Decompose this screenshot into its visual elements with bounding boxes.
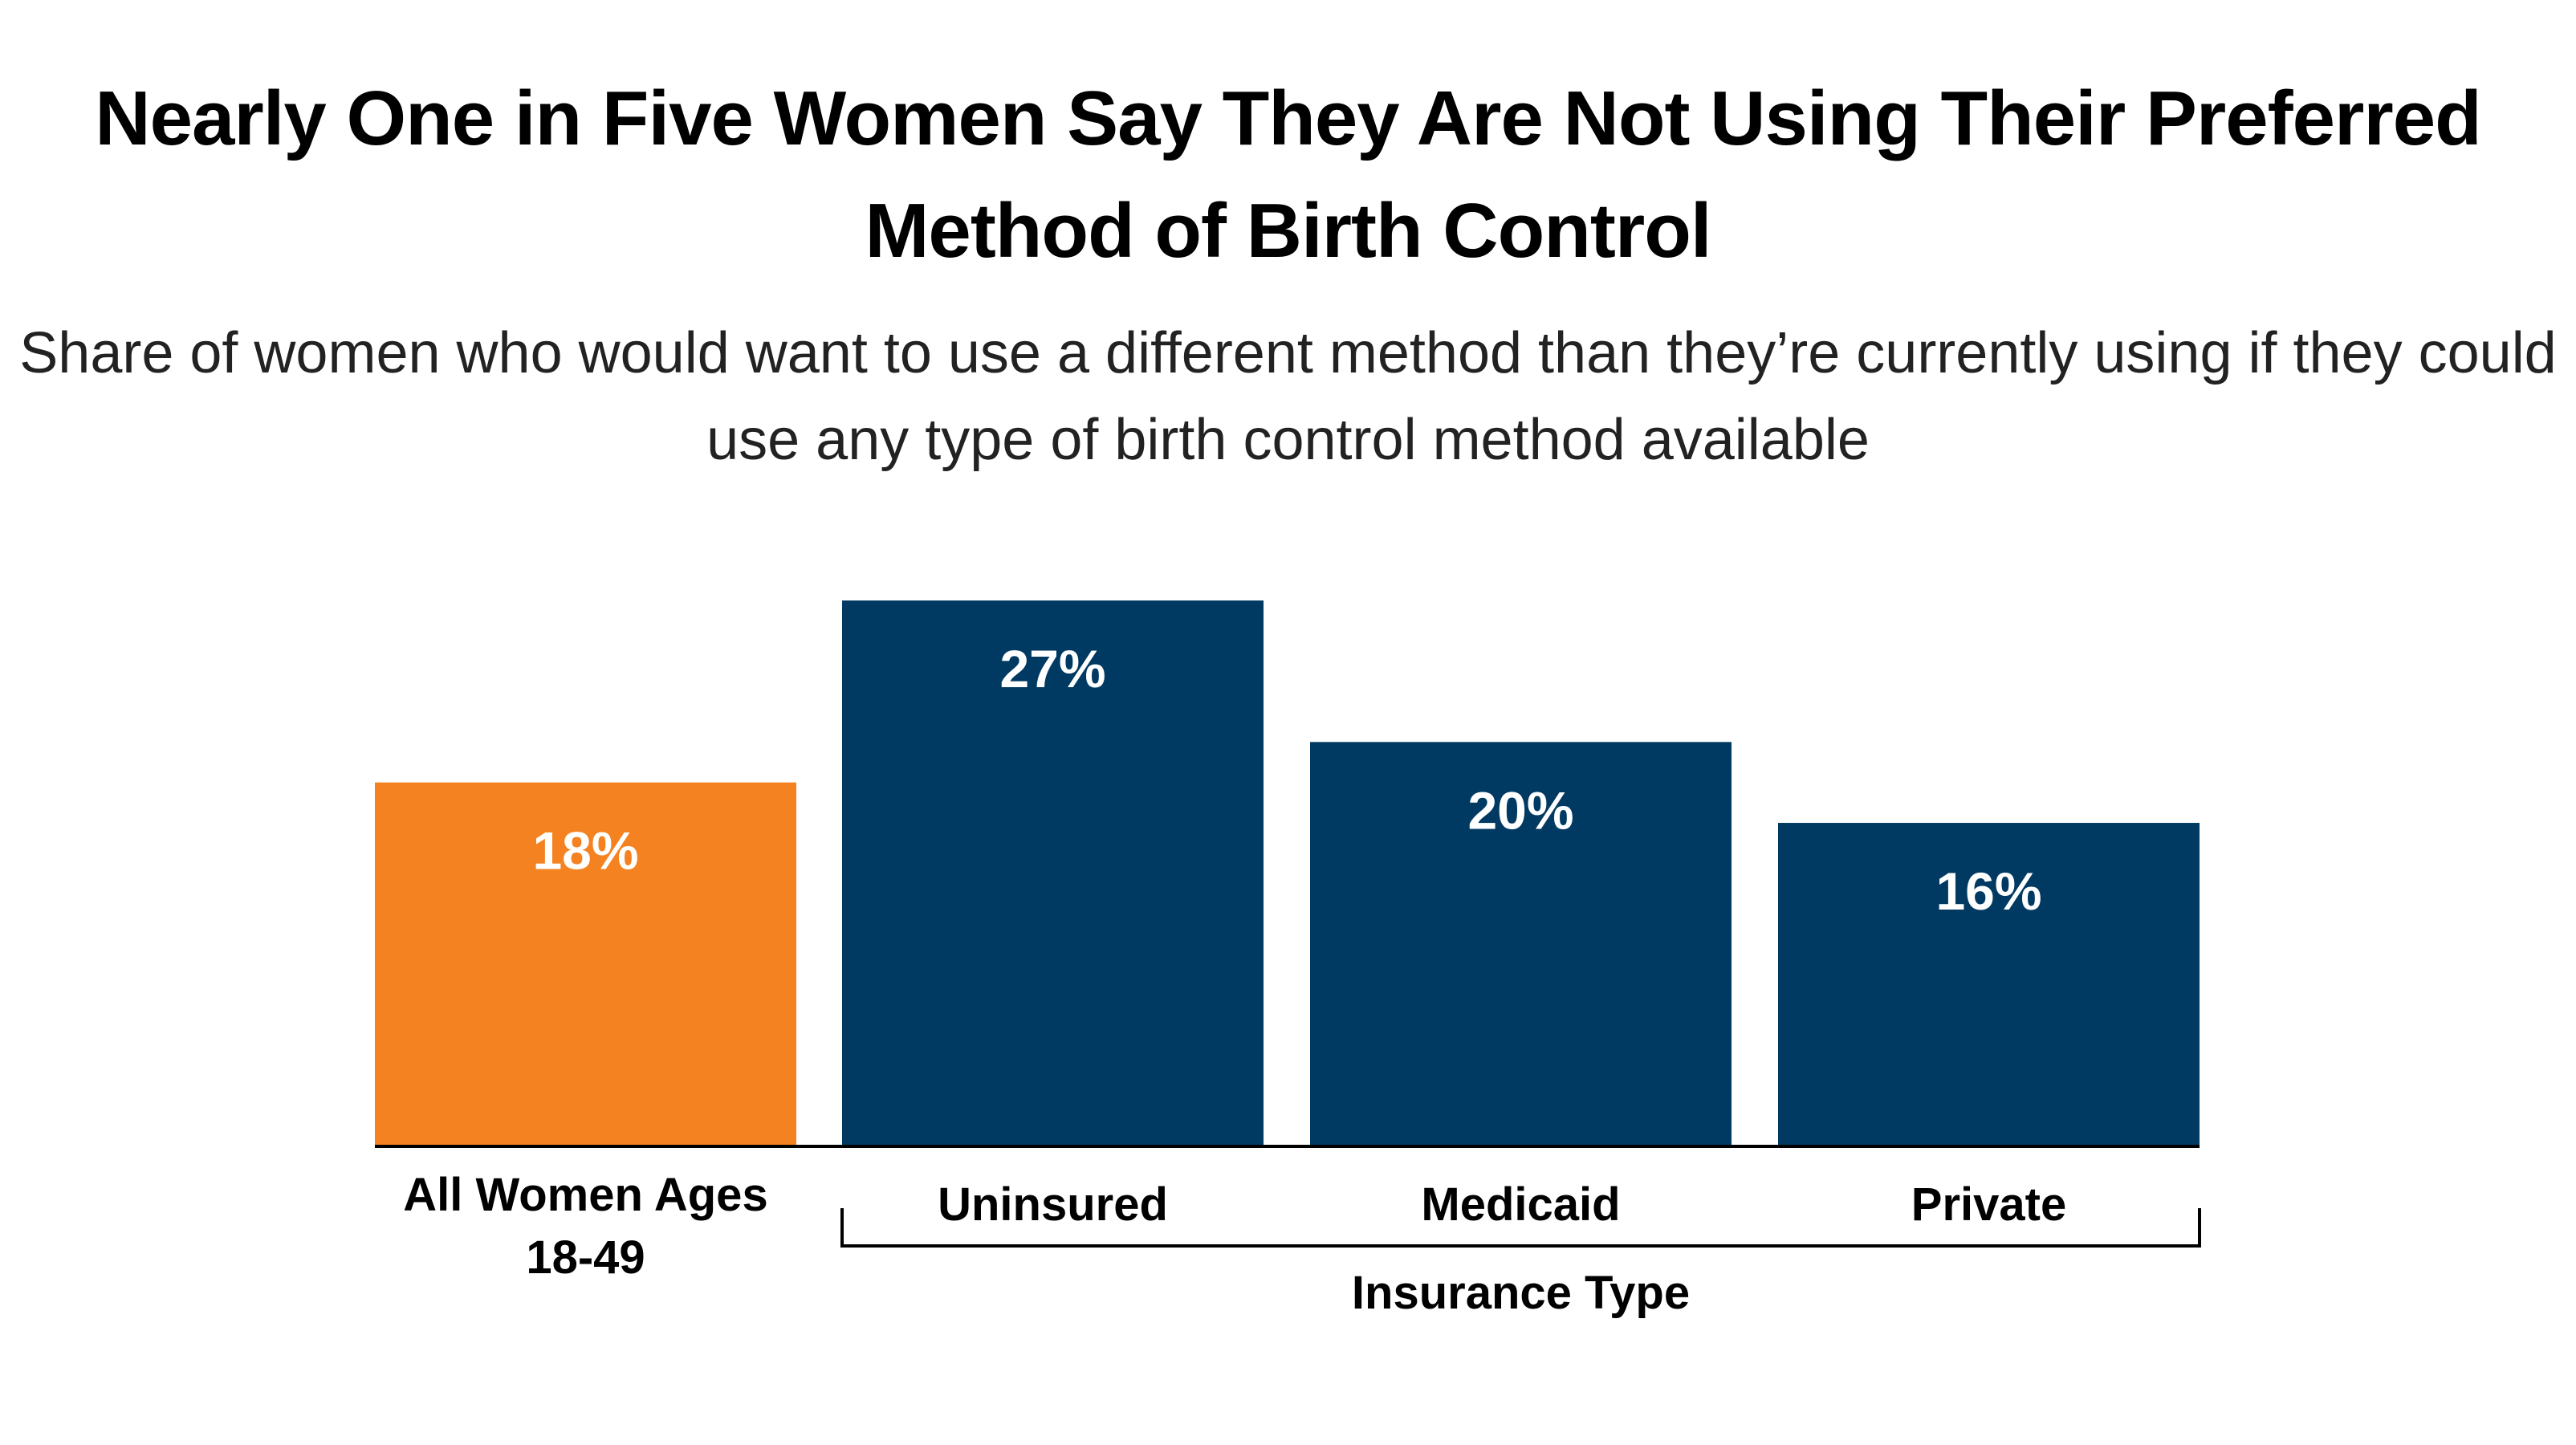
data-labels-layer: 18% 27% 20% 16% [532,639,2041,921]
category-label-1: Uninsured [938,1178,1168,1231]
chart-title: Nearly One in Five Women Say They Are No… [95,75,2482,274]
data-label-3: 16% [1935,861,2041,921]
group-label: Insurance Type [1352,1267,1690,1319]
data-label-2: 20% [1467,780,1573,840]
bar-0 [375,782,796,1146]
category-labels-layer: All Women Ages 18-49 Uninsured Medicaid Priv… [403,1169,2066,1284]
bar-1 [842,600,1264,1146]
data-label-0: 18% [532,821,638,881]
category-label-0-line-0: All Women Ages [403,1169,767,1221]
bars-layer [375,600,2200,1146]
category-label-3: Private [1911,1178,2066,1231]
category-label-2: Medicaid [1421,1178,1620,1231]
bar-3 [1778,823,2200,1146]
insurance-type-bracket [840,1208,2201,1248]
chart-subtitle: Share of women who would want to use a d… [19,321,2557,472]
data-label-1: 27% [999,639,1105,698]
bar-2 [1310,742,1732,1146]
category-label-0-line-1: 18-49 [526,1231,645,1284]
